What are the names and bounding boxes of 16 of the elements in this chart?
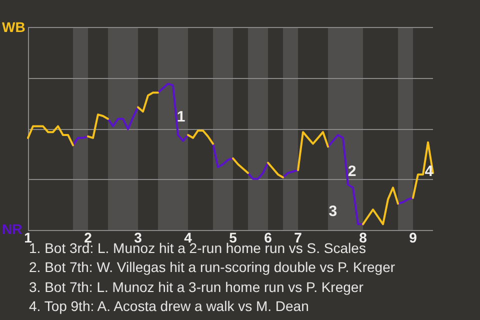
annotation: 2 (348, 162, 356, 180)
x-tick-label: 1 (24, 229, 32, 246)
text: 4. Top 9th: A. Acosta drew a walk vs M. Dean (29, 296, 310, 316)
annotation: 1 (176, 108, 186, 126)
x-tick-label: 2 (84, 229, 92, 246)
x-tick-label: 7 (294, 229, 302, 246)
x-tick-label: 9 (409, 229, 418, 246)
text: WB (2, 19, 26, 35)
text: 2. Bot 7th: W. Villegas hit a run-scoring double vs P. Kreger (29, 258, 396, 278)
text: NR (2, 221, 22, 237)
x-tick-label: 5 (229, 229, 238, 246)
annotation: 3 (328, 203, 338, 220)
x-tick-label: 6 (264, 229, 272, 246)
annotation: 4 (424, 162, 434, 180)
x-tick-label: 8 (359, 229, 368, 246)
text: 3. Bot 7th: L. Munoz hit a 3-run home run vs P. Kreger (29, 278, 364, 297)
